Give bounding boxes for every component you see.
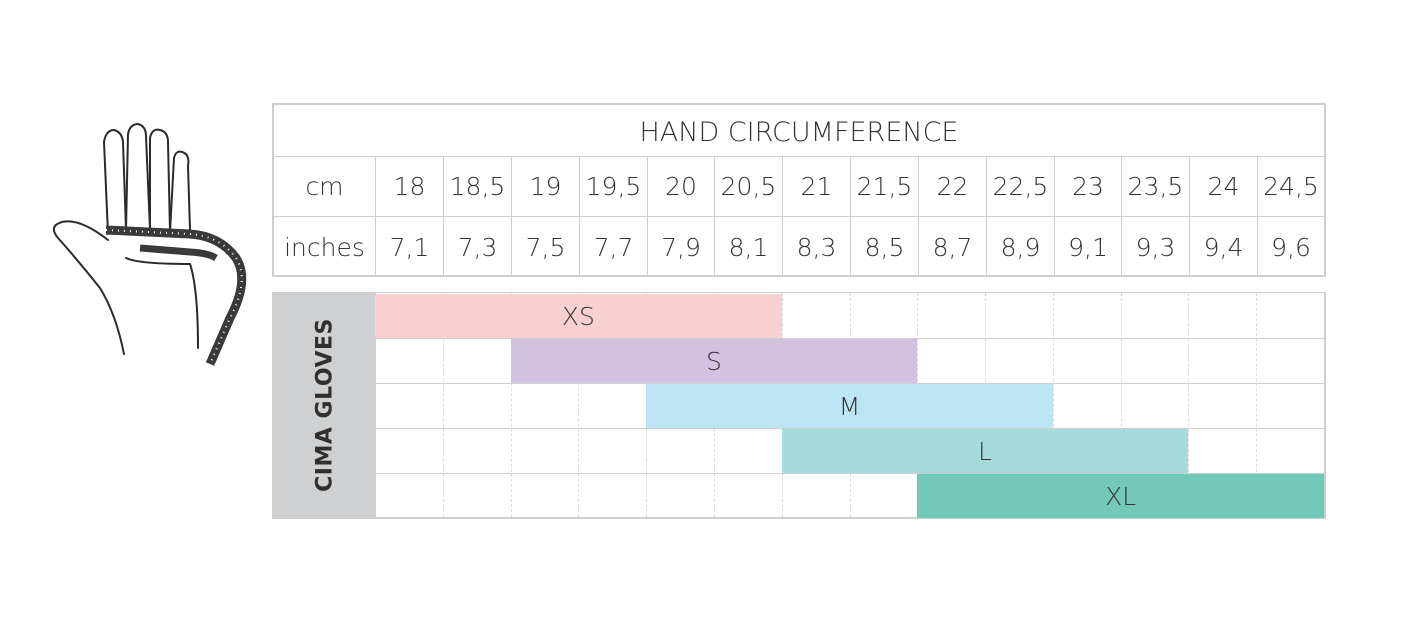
cm-value: 19,5	[579, 157, 647, 216]
inch-value: 7,7	[579, 217, 647, 277]
grid-line-vertical	[442, 293, 444, 517]
cm-value: 19	[511, 157, 579, 216]
inch-value: 7,1	[375, 217, 443, 277]
grid-line-horizontal	[376, 338, 1324, 339]
inch-value: 8,7	[918, 217, 986, 277]
grid-line-horizontal	[376, 383, 1324, 384]
size-bar-xl: XL	[917, 474, 1324, 518]
brand-side-panel: CIMA GLOVES	[274, 293, 376, 517]
size-bar-label: L	[978, 436, 993, 466]
grid-line-horizontal	[376, 473, 1324, 474]
inch-value: 8,3	[782, 217, 850, 277]
cm-value: 23,5	[1121, 157, 1189, 216]
cm-row: cm 18 18,5 19 19,5 20 20,5 21 21,5 22 22…	[274, 157, 1324, 217]
inch-value: 9,3	[1121, 217, 1189, 277]
inch-value: 8,1	[714, 217, 782, 277]
grid-line-vertical	[1052, 293, 1054, 517]
cm-value: 18	[375, 157, 443, 216]
inch-value: 8,9	[986, 217, 1054, 277]
cm-value: 18,5	[443, 157, 511, 216]
cm-value: 20,5	[714, 157, 782, 216]
size-bar-label: M	[838, 391, 861, 421]
inch-value: 9,4	[1189, 217, 1257, 277]
size-bar-s: S	[510, 339, 918, 383]
inch-value: 9,6	[1257, 217, 1324, 277]
cm-value: 22	[918, 157, 986, 216]
table-title: HAND CIRCUMFERENCE	[274, 105, 1324, 157]
size-bar-label: S	[705, 346, 722, 376]
size-table: HAND CIRCUMFERENCE cm 18 18,5 19 19,5 20…	[272, 103, 1326, 277]
size-bar-l: L	[781, 429, 1189, 473]
size-bar-m: M	[646, 384, 1053, 428]
inch-value: 7,9	[647, 217, 714, 277]
inch-value: 8,5	[850, 217, 918, 277]
cm-value: 24,5	[1257, 157, 1324, 216]
unit-label: cm	[305, 172, 344, 201]
size-bar-xs: XS	[375, 294, 782, 338]
cm-value: 21	[782, 157, 850, 216]
inch-value: 9,1	[1054, 217, 1121, 277]
grid-line-vertical	[1120, 293, 1122, 517]
cm-value: 24	[1189, 157, 1257, 216]
cm-value: 22,5	[986, 157, 1054, 216]
size-range-chart: CIMA GLOVES XS S M L XL	[272, 292, 1326, 519]
cm-value: 20	[647, 157, 714, 216]
inches-row: inches 7,1 7,3 7,5 7,7 7,9 8,1 8,3 8,5 8…	[274, 217, 1324, 277]
grid-line-vertical	[1188, 293, 1190, 517]
size-bar-label: XS	[561, 301, 595, 331]
inch-value: 7,5	[511, 217, 579, 277]
unit-label: inches	[284, 232, 365, 262]
grid-line-vertical	[510, 293, 512, 517]
cm-value: 21,5	[850, 157, 918, 216]
brand-label: CIMA GLOVES	[312, 318, 338, 492]
grid-line-vertical	[578, 293, 580, 517]
cm-value: 23	[1054, 157, 1121, 216]
size-bar-label: XL	[1105, 481, 1137, 511]
grid-line-horizontal	[376, 428, 1324, 429]
inch-value: 7,3	[443, 217, 511, 277]
grid-line-vertical	[1256, 293, 1258, 517]
hand-measure-icon	[52, 123, 247, 366]
